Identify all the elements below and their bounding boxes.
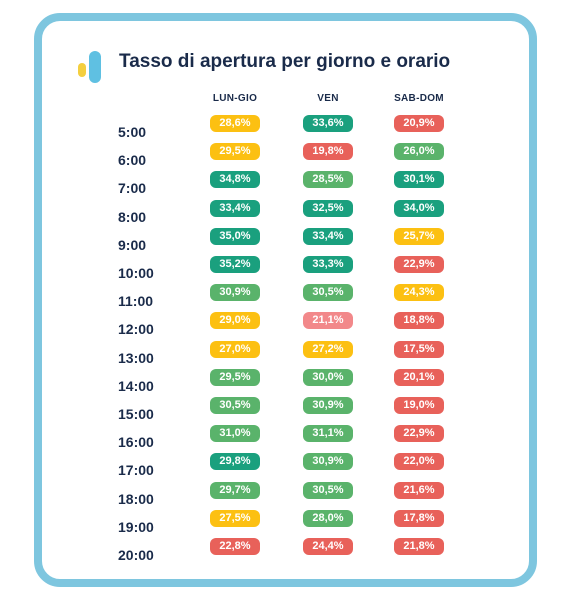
chart-title: Tasso di apertura per giorno e orario (119, 51, 451, 72)
row-label: 16:00 (118, 434, 154, 451)
row-label: 8:00 (118, 208, 147, 225)
value-cell: 30,9% (210, 284, 260, 302)
value-cell: 27,0% (210, 340, 260, 358)
row-label: 18:00 (118, 490, 154, 507)
value-cell: 22,9% (394, 425, 444, 443)
value-cell: 29,5% (210, 368, 260, 386)
value-cell: 29,7% (210, 481, 260, 499)
row-label: 11:00 (118, 293, 154, 310)
value-cell: 29,5% (210, 143, 260, 161)
row-label: 14:00 (118, 377, 154, 394)
row-label: 6:00 (118, 152, 147, 169)
value-cell: 19,0% (394, 397, 444, 414)
row-label: 15:00 (118, 406, 154, 422)
value-cell: 22,9% (394, 256, 444, 273)
value-cell: 17,8% (394, 509, 444, 527)
value-cell: 19,8% (303, 143, 353, 161)
value-cell: 33,4% (210, 199, 260, 217)
value-cell: 26,0% (394, 143, 444, 161)
row-label: 9:00 (118, 236, 147, 253)
column-header-sab-dom: SAB-DOM (394, 93, 444, 104)
value-cell: 21,6% (394, 481, 444, 499)
brand-logo-icon (78, 51, 108, 87)
value-cell: 28,6% (210, 115, 260, 132)
value-cell: 31,1% (303, 425, 353, 443)
row-label: 19:00 (118, 518, 154, 535)
logo-blue-bar (89, 51, 101, 83)
value-cell: 22,0% (394, 453, 444, 471)
value-cell: 29,8% (210, 453, 260, 471)
value-cell: 30,5% (303, 481, 353, 499)
value-cell: 29,0% (210, 312, 260, 330)
row-label: 13:00 (118, 349, 154, 366)
value-cell: 21,1% (303, 312, 353, 330)
value-cell: 20,1% (394, 368, 444, 386)
row-label: 20:00 (118, 547, 154, 563)
row-label: 5:00 (118, 124, 147, 140)
value-cell: 30,9% (303, 453, 353, 471)
value-cell: 24,3% (394, 284, 444, 302)
value-cell: 33,6% (303, 115, 353, 132)
row-label: 7:00 (118, 180, 147, 197)
value-cell: 30,1% (394, 171, 444, 189)
value-cell: 22,8% (210, 538, 260, 555)
value-cell: 30,5% (303, 284, 353, 302)
chart-card: Tasso di apertura per giorno e orario LU… (34, 13, 537, 587)
value-cell: 34,8% (210, 171, 260, 189)
value-cell: 35,2% (210, 256, 260, 273)
value-cell: 27,5% (210, 509, 260, 527)
row-label: 10:00 (118, 265, 154, 281)
value-cell: 24,4% (303, 538, 353, 555)
value-cell: 33,3% (303, 256, 353, 273)
column-header-lun-gio: LUN-GIO (212, 93, 258, 104)
value-cell: 30,0% (303, 368, 353, 386)
value-cell: 34,0% (394, 199, 444, 217)
value-cell: 28,0% (303, 509, 353, 527)
value-cell: 27,2% (303, 340, 353, 358)
value-cell: 30,9% (303, 397, 353, 414)
logo-yellow-bar (78, 63, 86, 77)
value-cell: 25,7% (394, 227, 444, 245)
value-cell: 28,5% (303, 171, 353, 189)
value-cell: 33,4% (303, 227, 353, 245)
value-cell: 31,0% (210, 425, 260, 443)
value-cell: 18,8% (394, 312, 444, 330)
row-label: 17:00 (118, 462, 154, 479)
value-cell: 20,9% (394, 115, 444, 132)
value-cell: 32,5% (303, 199, 353, 217)
column-header-ven: VEN (317, 93, 339, 104)
value-cell: 30,5% (210, 397, 260, 414)
value-cell: 21,8% (394, 538, 444, 555)
row-label: 12:00 (118, 321, 154, 338)
value-cell: 17,5% (394, 340, 444, 358)
value-cell: 35,0% (210, 227, 260, 245)
